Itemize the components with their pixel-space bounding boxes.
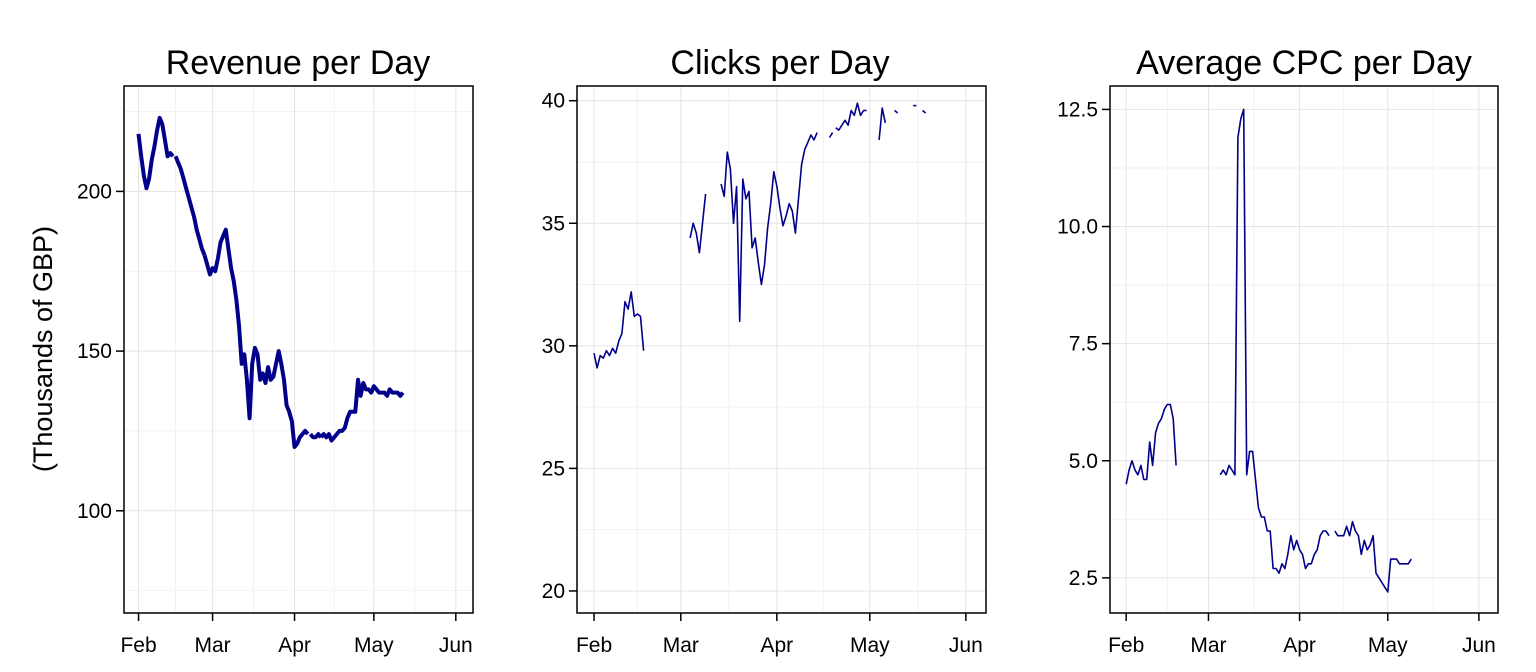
series-line-segment-7 <box>894 109 899 114</box>
plot-border <box>123 85 474 614</box>
clicks-title: Clicks per Day <box>670 44 889 82</box>
y-tick-label: 200 <box>77 180 112 203</box>
x-tick-label: Mar <box>194 634 230 657</box>
x-tick-label: Jun <box>1462 634 1496 657</box>
y-tick-label: 100 <box>77 500 112 523</box>
series-line-segment-3 <box>1334 520 1412 593</box>
x-tick-label: Apr <box>761 634 794 657</box>
cpc-title: Average CPC per Day <box>1136 44 1472 82</box>
grid-lines <box>1110 86 1498 613</box>
x-tick-label: Jun <box>949 634 983 657</box>
x-tick-label: Feb <box>1108 634 1144 657</box>
y-tick-label: 150 <box>77 340 112 363</box>
x-tick-label: Apr <box>1283 634 1316 657</box>
x-tick-label: Feb <box>576 634 612 657</box>
series-line-segment-1 <box>593 291 645 369</box>
x-tick-label: May <box>354 634 394 657</box>
revenue-panel: Revenue per Day (Thousands of GBP) 100 15… <box>28 44 474 657</box>
y-tick-label: 10.0 <box>1057 216 1098 239</box>
series-line-segment-2 <box>173 155 207 257</box>
revenue-y-axis-label: (Thousands of GBP) <box>28 226 58 472</box>
series-line-segment-2 <box>1219 108 1330 574</box>
cpc-panel: Average CPC per Day 2.5 5.0 7.5 10.0 12.5 Feb… <box>1057 44 1499 657</box>
y-tick-label: 2.5 <box>1069 567 1098 590</box>
y-tick-label: 20 <box>542 580 565 603</box>
series-line-segment-4 <box>308 432 323 440</box>
series-line-segment-9 <box>921 109 927 114</box>
y-tick-label: 12.5 <box>1057 98 1098 121</box>
x-tick-label: Apr <box>278 634 311 657</box>
series-line-segment-5 <box>319 377 405 443</box>
series-line-segment-3 <box>720 132 818 323</box>
series-line-segment-3 <box>202 227 310 449</box>
series-line-segment-2 <box>689 193 707 254</box>
series-line-segment-5 <box>835 102 867 131</box>
y-tick-label: 7.5 <box>1069 333 1098 356</box>
x-tick-label: Feb <box>120 634 156 657</box>
series-line-segment-6 <box>878 107 887 140</box>
plot-border <box>1109 85 1499 614</box>
grid-lines <box>577 86 986 613</box>
clicks-panel: Clicks per Day 20 25 30 35 40 Feb Mar Apr May Jun <box>542 44 987 657</box>
series-line-segment-4 <box>828 132 834 138</box>
y-tick-label: 35 <box>542 212 565 235</box>
y-tick-label: 30 <box>542 335 565 358</box>
x-tick-label: Mar <box>1190 634 1226 657</box>
x-tick-label: Mar <box>663 634 699 657</box>
y-tick-label: 5.0 <box>1069 450 1098 473</box>
y-tick-label: 40 <box>542 90 565 113</box>
y-tick-label: 25 <box>542 457 565 480</box>
x-tick-label: Jun <box>439 634 473 657</box>
x-tick-label: May <box>850 634 890 657</box>
plot-border <box>576 85 987 614</box>
series-line-segment-1 <box>136 115 175 191</box>
x-tick-label: May <box>1368 634 1408 657</box>
grid-lines <box>124 86 473 613</box>
revenue-title: Revenue per Day <box>166 44 431 82</box>
series-line-segment-1 <box>1125 403 1177 485</box>
